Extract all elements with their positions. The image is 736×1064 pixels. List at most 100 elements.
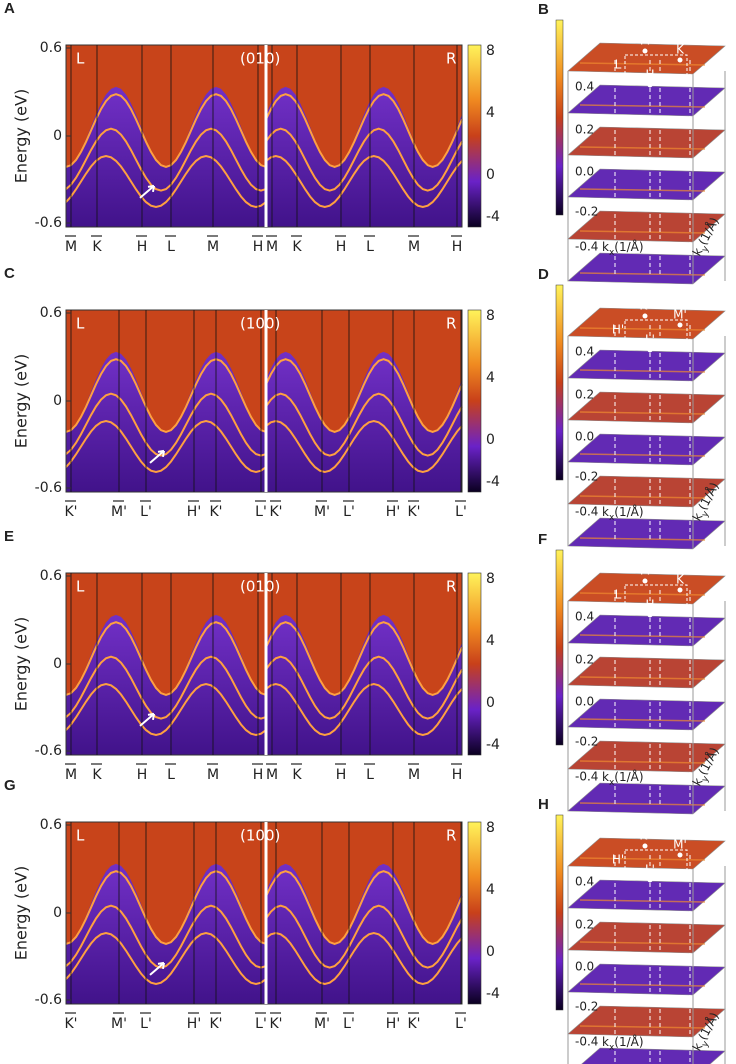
energy-label: 0.4 <box>575 80 594 94</box>
heatmap-region <box>266 86 462 227</box>
ky-label-part: y <box>700 509 712 519</box>
tag-left: L <box>76 578 85 596</box>
tag-left: L <box>76 50 85 68</box>
k-dot <box>642 313 648 319</box>
colorbar-tick-label: 4 <box>486 105 495 121</box>
ky-label-part: y <box>700 1039 712 1049</box>
colorbar-tick-label: 4 <box>486 370 495 386</box>
energy-label: -0.4 <box>575 505 598 519</box>
kx-label-part: k <box>602 240 609 254</box>
slice-stripe <box>579 495 706 499</box>
slice-stripe <box>579 941 706 945</box>
kx-label-part: k <box>602 770 609 784</box>
band-line <box>65 358 267 434</box>
slice-stripe <box>579 146 706 150</box>
k-dot <box>647 347 653 353</box>
colorbar-tick-label: 0 <box>486 695 495 711</box>
colorbar-tick-label: 0 <box>486 432 495 448</box>
colorbar-tick-label: -4 <box>486 986 500 1002</box>
energy-label: 0.0 <box>575 960 594 974</box>
heatmap-region <box>266 863 462 1004</box>
arrow <box>149 961 165 976</box>
k-label: H <box>336 239 347 255</box>
colorbar-tick-label: -4 <box>486 209 500 225</box>
bz-rect <box>624 849 688 871</box>
slice-stripe <box>579 537 706 541</box>
energy-label: -0.4 <box>575 240 598 254</box>
colorbar <box>555 284 564 481</box>
energy-slice <box>567 42 726 75</box>
energy-label: 0.0 <box>575 165 594 179</box>
k-dot <box>677 322 683 328</box>
y-tick-label: -0.6 <box>35 743 62 759</box>
k-label: M' <box>314 504 330 520</box>
band-line <box>65 682 267 737</box>
k-dot <box>677 587 683 593</box>
band-line <box>65 655 267 720</box>
k-label: K' <box>269 504 282 520</box>
k-label: K' <box>64 504 77 520</box>
band-line <box>265 870 463 946</box>
k-point-label: L' <box>645 333 655 347</box>
band-line <box>265 358 463 434</box>
panel-label: C <box>4 265 15 282</box>
k-point-label: K <box>676 573 685 587</box>
energy-label: 0.2 <box>575 123 594 137</box>
k-dot <box>642 578 648 584</box>
slice-stripe <box>579 760 706 764</box>
k-label: L' <box>455 504 467 520</box>
kx-label: kx(1/Å) <box>602 239 644 258</box>
heatmap-region <box>66 86 266 227</box>
colorbar-tick-label: 0 <box>486 944 495 960</box>
k-label: L <box>366 239 374 255</box>
k-label: M' <box>111 504 127 520</box>
slice-stripe <box>579 857 706 861</box>
k-point-label: M <box>640 564 650 578</box>
slice-stripe <box>579 676 706 680</box>
energy-label: 0.4 <box>575 875 594 889</box>
k-dot <box>677 57 683 63</box>
k-dot <box>647 82 653 88</box>
k-dot <box>677 852 683 858</box>
panel-label: A <box>4 0 15 17</box>
band-line <box>65 904 267 969</box>
kx-label-part: k <box>602 1035 609 1049</box>
k-point-label: K <box>676 43 685 57</box>
panel-label: F <box>538 531 547 548</box>
band-line <box>265 682 463 737</box>
k-dot <box>642 48 648 54</box>
k-label: L' <box>343 504 355 520</box>
band-line <box>265 904 463 969</box>
k-label: H' <box>187 504 201 520</box>
k-point-label: K' <box>639 299 650 313</box>
tag-right: R <box>446 827 456 845</box>
k-label: K <box>92 767 102 783</box>
k-label: H <box>452 239 463 255</box>
k-label: L' <box>255 504 267 520</box>
slice-stripe <box>579 899 706 903</box>
panel-label: G <box>4 777 16 794</box>
k-dot <box>615 337 621 343</box>
k-label: M' <box>111 1016 127 1032</box>
kx-label-part: (1/Å) <box>614 769 643 784</box>
kx-label: kx(1/Å) <box>602 769 644 788</box>
tag-surface: (100) <box>240 827 280 845</box>
k-label: M' <box>314 1016 330 1032</box>
k-label: M <box>207 767 219 783</box>
colorbar-tick-label: 4 <box>486 633 495 649</box>
k-label: K' <box>269 1016 282 1032</box>
y-tick-label: 0 <box>53 905 62 921</box>
colorbar-tick-label: -4 <box>486 474 500 490</box>
y-tick-label: -0.6 <box>35 480 62 496</box>
band-line <box>265 127 463 192</box>
k-label: L <box>167 767 175 783</box>
colorbar-tick-label: 8 <box>486 308 495 324</box>
k-dot <box>647 612 653 618</box>
k-point-label: H <box>645 598 654 612</box>
y-axis-label: Energy (eV) <box>12 866 31 960</box>
slice-stripe <box>579 411 706 415</box>
panel-label: E <box>4 528 14 545</box>
y-tick-label: -0.6 <box>35 992 62 1008</box>
k-label: K' <box>407 1016 420 1032</box>
slice-stripe <box>579 1025 706 1029</box>
